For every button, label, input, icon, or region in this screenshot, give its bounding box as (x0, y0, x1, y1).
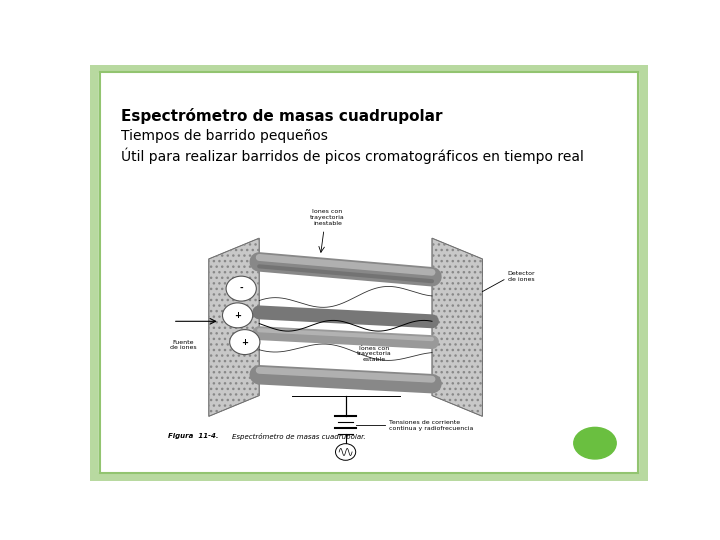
Text: Tiempos de barrido pequeños: Tiempos de barrido pequeños (121, 129, 328, 143)
Circle shape (226, 276, 256, 301)
Text: Figura  11-4.: Figura 11-4. (168, 433, 219, 439)
Text: +: + (241, 338, 248, 347)
Text: Útil para realizar barridos de picos cromatográficos en tiempo real: Útil para realizar barridos de picos cro… (121, 148, 584, 165)
Text: Tensiones de corriente
continua y radiofrecuencia: Tensiones de corriente continua y radiof… (389, 420, 473, 431)
Text: -: - (239, 284, 243, 293)
Polygon shape (432, 238, 482, 416)
Text: Espectrómetro de masas cuadrupolar.: Espectrómetro de masas cuadrupolar. (233, 433, 366, 440)
Circle shape (574, 427, 616, 459)
Circle shape (230, 329, 260, 355)
Text: +: + (234, 311, 241, 320)
Circle shape (336, 444, 356, 460)
Text: Fuente
de iones: Fuente de iones (171, 340, 197, 350)
Text: Iones con
trayectoria
inestable: Iones con trayectoria inestable (310, 209, 345, 226)
Polygon shape (209, 238, 259, 416)
Text: Espectrómetro de masas cuadrupolar: Espectrómetro de masas cuadrupolar (121, 109, 442, 124)
FancyBboxPatch shape (94, 68, 644, 477)
Text: Iones con
trayectoria
estable: Iones con trayectoria estable (357, 346, 392, 362)
Text: Detector
de iones: Detector de iones (508, 271, 535, 282)
Circle shape (222, 303, 253, 328)
